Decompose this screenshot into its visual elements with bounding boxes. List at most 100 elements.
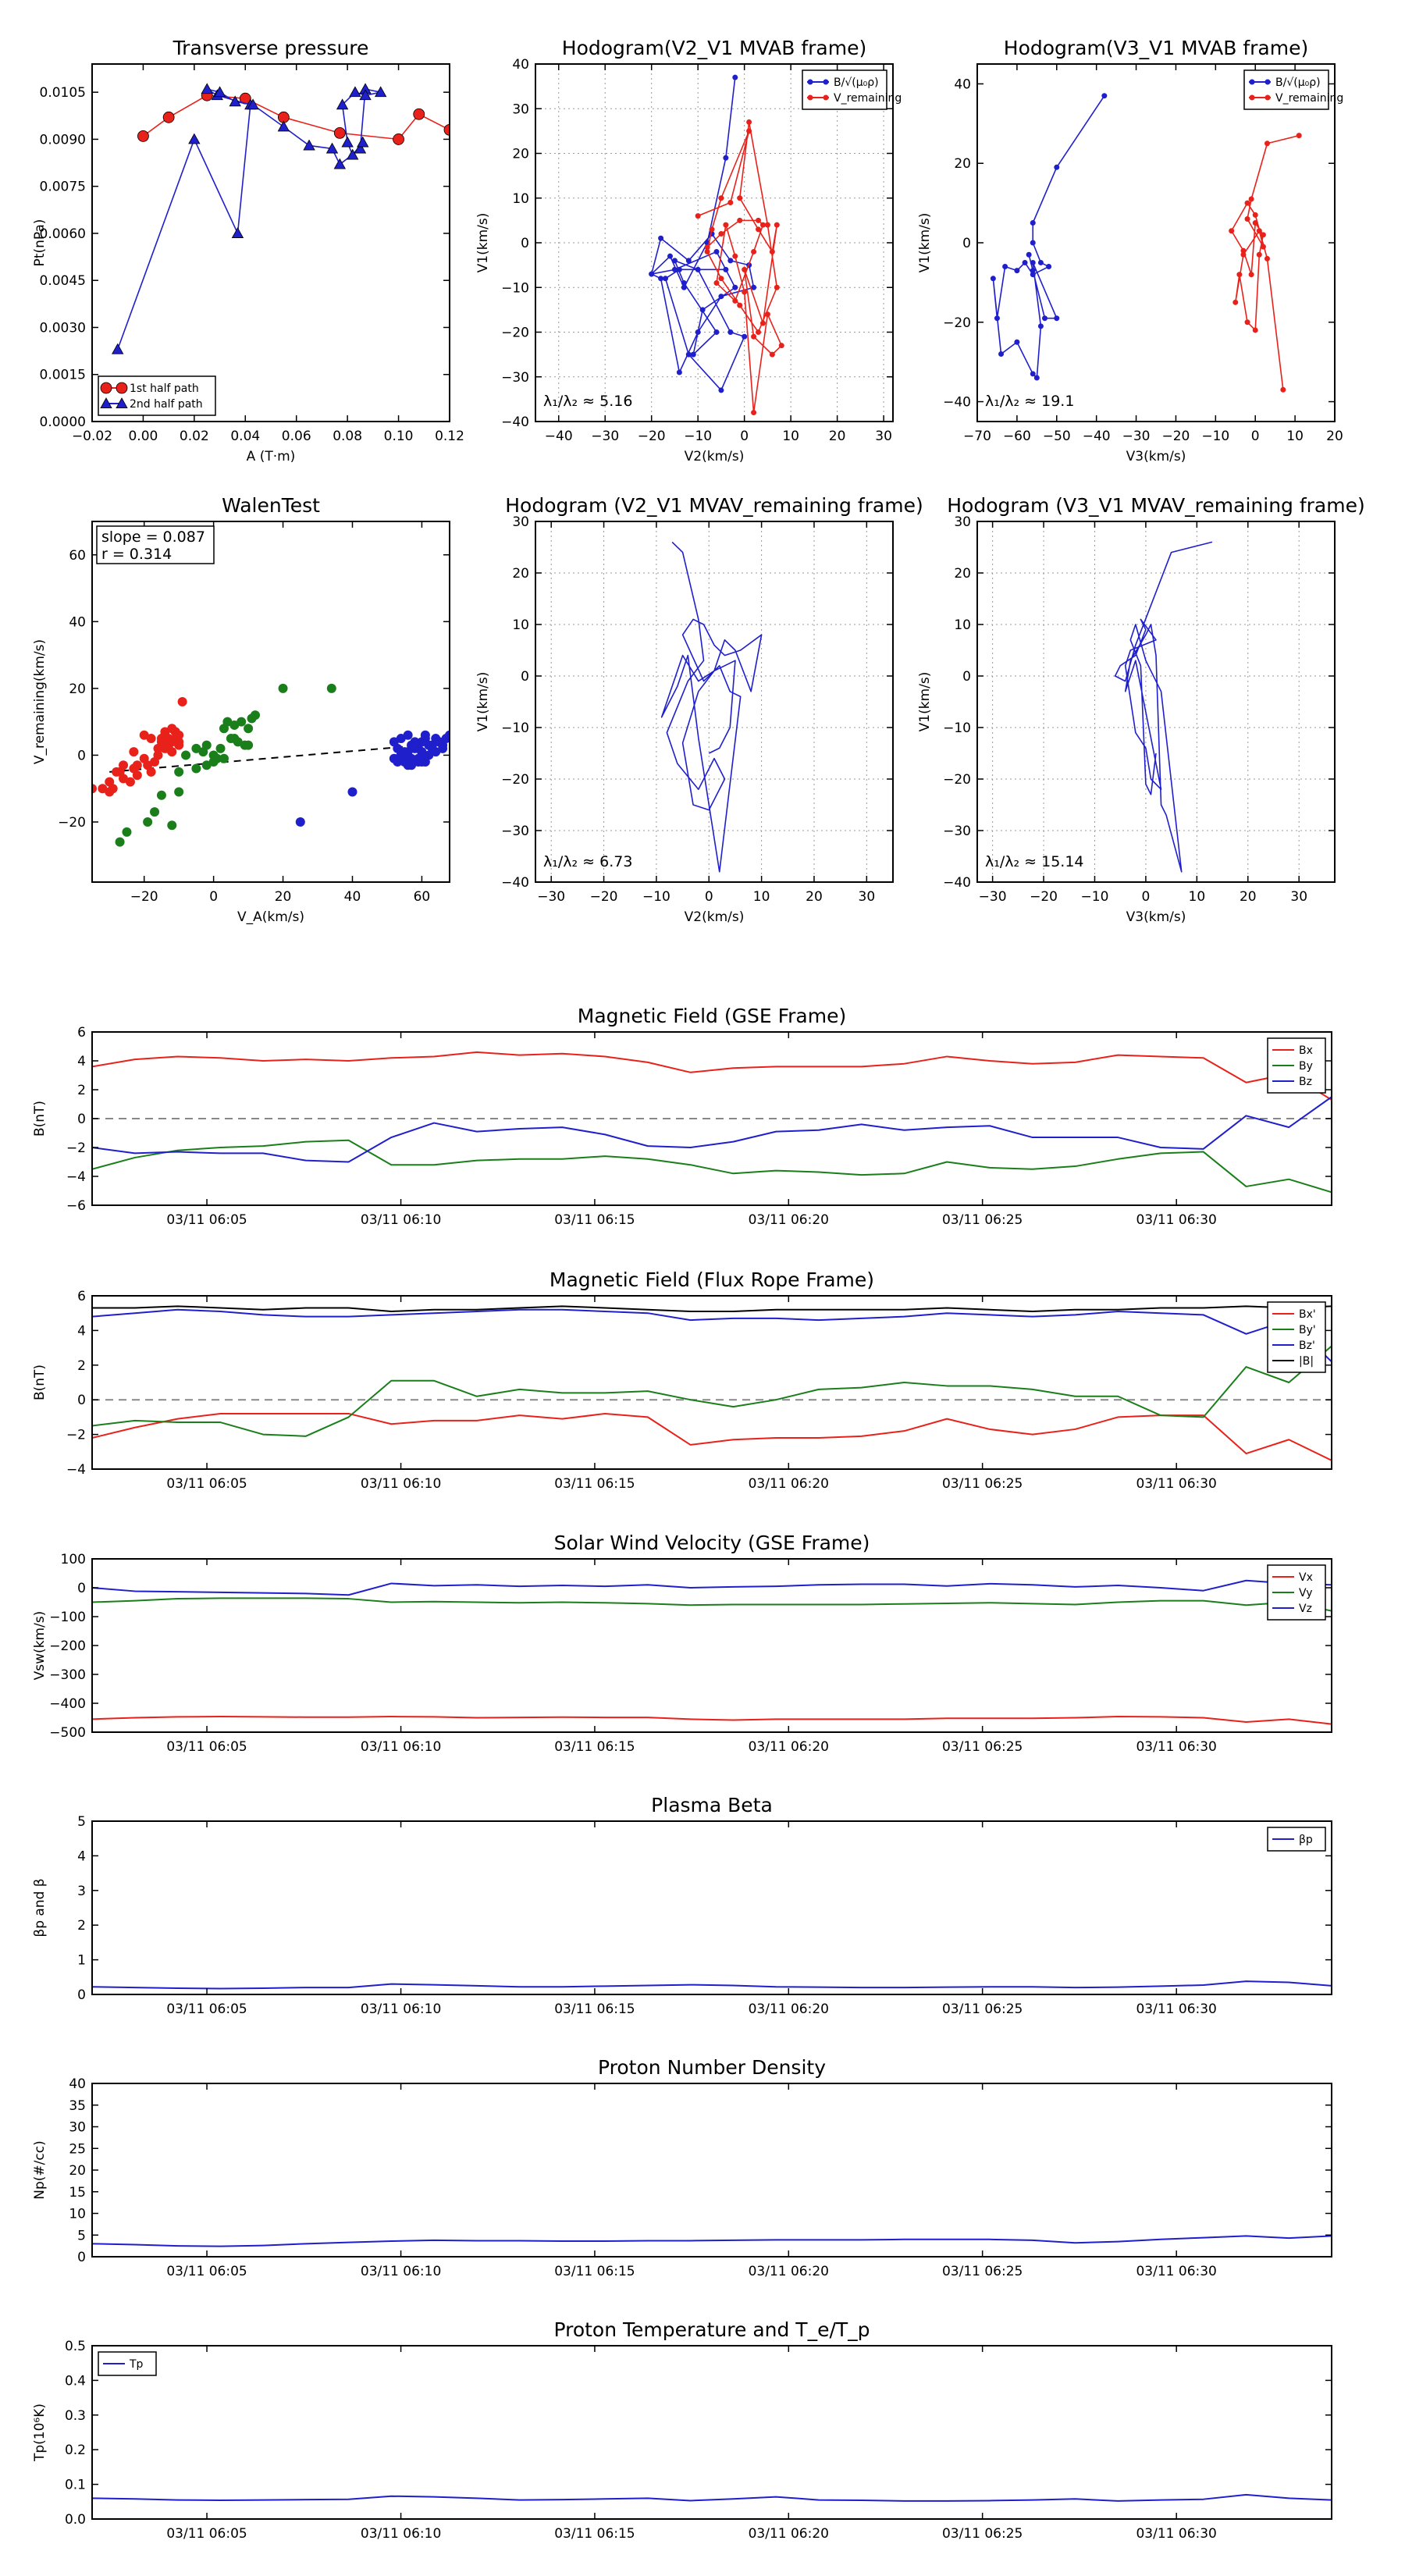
data-point xyxy=(774,222,780,228)
data-point xyxy=(407,753,417,763)
chart-title: Magnetic Field (GSE Frame) xyxy=(578,1005,846,1027)
y-axis-label: V1(km/s) xyxy=(475,213,491,273)
legend: B/√(μ₀ρ) V_remaining xyxy=(1243,69,1343,110)
y-tick-label: 40 xyxy=(69,614,86,630)
data-point xyxy=(676,266,682,272)
y-tick-label: 0.0000 xyxy=(40,415,86,430)
legend-label: |B| xyxy=(1299,1355,1314,1368)
y-tick-label: 0 xyxy=(77,748,86,763)
data-point xyxy=(112,767,122,777)
panel-np: 03/11 06:05 03/11 06:10 03/11 06:15 03/11 0… xyxy=(32,2056,1332,2279)
series-line xyxy=(142,94,450,141)
data-point xyxy=(119,760,129,770)
lambda-ratio-annotation: λ₁/λ₂ ≈ 6.73 xyxy=(543,853,632,870)
x-tick-label: 0.08 xyxy=(333,429,362,444)
x-tick-label: 20 xyxy=(1326,429,1343,444)
x-tick-label: 30 xyxy=(875,429,892,444)
data-point xyxy=(231,227,244,238)
data-point xyxy=(1054,164,1060,170)
y-tick-label: 0 xyxy=(77,1393,86,1408)
data-point xyxy=(759,320,766,326)
x-tick-label: 0 xyxy=(1251,429,1260,444)
y-tick-label: 10 xyxy=(69,2207,86,2222)
data-point xyxy=(177,697,187,706)
y-tick-label: 6 xyxy=(77,1025,86,1041)
panel-walen: −20 0 20 40 60 −20 0 20 40 60 WalenTest V_A(km/s) V_… xyxy=(32,494,450,925)
series-2 xyxy=(92,1579,1332,1596)
legend-marker xyxy=(807,94,813,101)
data-point xyxy=(347,148,359,160)
y-tick-label: 10 xyxy=(954,617,971,633)
x-tick-label: 03/11 06:10 xyxy=(361,2526,441,2542)
x-tick-label: −30 xyxy=(537,889,565,905)
x-tick-label: 03/11 06:10 xyxy=(361,2264,441,2279)
data-point xyxy=(1042,315,1048,322)
data-point xyxy=(756,217,762,223)
y-tick-label: 30 xyxy=(512,101,529,117)
data-point xyxy=(718,387,724,393)
x-tick-label: 30 xyxy=(1290,889,1307,905)
y-axis-label: V_remaining(km/s) xyxy=(32,639,48,764)
data-point xyxy=(357,136,369,148)
data-point xyxy=(685,351,692,358)
series-1 xyxy=(695,119,784,416)
series-line xyxy=(92,1051,1332,1101)
legend-box xyxy=(98,375,216,416)
y-tick-label: −30 xyxy=(501,824,529,839)
data-point xyxy=(1037,323,1044,329)
data-point xyxy=(244,724,254,734)
x-axis-label: V3(km/s) xyxy=(1126,909,1186,925)
data-point xyxy=(277,120,290,132)
y-tick-label: 4 xyxy=(77,1054,86,1069)
data-point xyxy=(1252,212,1258,218)
series-0 xyxy=(660,541,763,873)
data-point xyxy=(349,86,361,98)
data-point xyxy=(119,774,129,784)
data-point xyxy=(1244,319,1250,326)
x-tick-label: 03/11 06:05 xyxy=(166,1476,247,1492)
x-tick-label: 60 xyxy=(414,889,431,905)
data-point xyxy=(359,89,372,101)
data-point xyxy=(215,743,226,753)
y-tick-label: 100 xyxy=(61,1552,86,1567)
x-tick-label: 03/11 06:25 xyxy=(942,1212,1023,1228)
series-1 xyxy=(1229,133,1302,393)
legend-box xyxy=(802,69,887,110)
y-tick-label: 10 xyxy=(512,191,529,207)
y-tick-label: 40 xyxy=(954,76,971,92)
x-tick-label: −0.02 xyxy=(72,429,112,444)
data-point xyxy=(774,284,780,290)
data-point xyxy=(667,253,673,259)
data-point xyxy=(188,133,201,144)
y-tick-label: 0 xyxy=(521,669,529,685)
data-point xyxy=(1022,259,1028,265)
data-point xyxy=(1244,215,1250,222)
y-tick-label: −2 xyxy=(66,1428,86,1443)
data-point xyxy=(1054,315,1060,322)
x-tick-label: 03/11 06:15 xyxy=(554,2264,635,2279)
series-0 xyxy=(990,93,1108,381)
plot-frame xyxy=(91,521,450,883)
x-tick-label: 30 xyxy=(859,889,876,905)
x-tick-label: 03/11 06:15 xyxy=(554,1212,635,1228)
data-point xyxy=(751,284,757,290)
x-tick-label: −40 xyxy=(1083,429,1111,444)
series-1 xyxy=(112,83,387,354)
fit-line xyxy=(109,744,422,773)
data-point xyxy=(718,276,724,282)
x-tick-label: −10 xyxy=(1081,889,1109,905)
legend: 1st half path 2nd half path xyxy=(98,375,216,416)
data-point xyxy=(167,747,177,757)
legend-marker xyxy=(1249,94,1255,101)
x-tick-label: 03/11 06:30 xyxy=(1136,1739,1216,1755)
x-tick-label: −40 xyxy=(545,429,573,444)
y-tick-label: 0.4 xyxy=(65,2373,86,2389)
x-tick-label: 0.04 xyxy=(230,429,260,444)
data-point xyxy=(333,126,346,139)
plot-frame xyxy=(91,63,450,422)
y-tick-label: 40 xyxy=(69,2076,86,2092)
x-tick-label: 0.10 xyxy=(384,429,414,444)
y-tick-label: 40 xyxy=(512,57,529,73)
y-tick-label: 2 xyxy=(77,1083,86,1098)
data-point xyxy=(718,294,724,300)
